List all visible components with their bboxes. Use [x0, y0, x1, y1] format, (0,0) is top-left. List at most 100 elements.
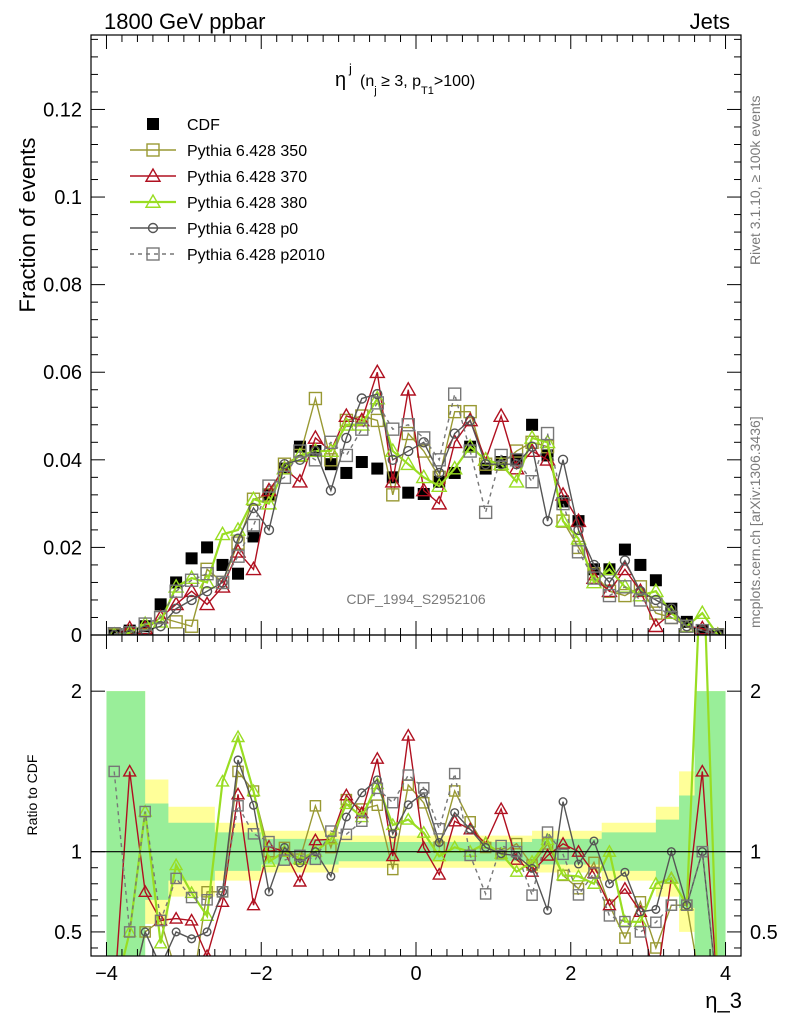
data-point [291, 473, 309, 488]
data-point [494, 448, 508, 463]
data-point [570, 512, 587, 528]
data-point [447, 387, 462, 401]
data-point [480, 458, 491, 470]
data-point [260, 495, 278, 510]
data-point [647, 582, 665, 598]
ratio-point [386, 863, 399, 876]
data-point [431, 495, 448, 510]
data-point [308, 453, 323, 467]
ratio-point [434, 837, 444, 848]
ratio-point [650, 981, 662, 991]
ratio-point [681, 899, 693, 911]
data-point [554, 486, 572, 501]
data-point [153, 610, 168, 625]
ratio-tick-label-right: 2 [750, 681, 761, 703]
data-point [557, 454, 569, 466]
legend-marker [144, 193, 162, 208]
ratio-point [682, 900, 692, 910]
data-point [403, 445, 414, 457]
legend-entry: Pythia 6.428 350 [130, 143, 307, 160]
ratio-point [108, 990, 120, 1000]
ratio-point [157, 962, 165, 970]
ratio-point [202, 927, 212, 937]
ratio-point [572, 889, 585, 901]
legend-label: Pythia 6.428 p0 [187, 221, 298, 238]
data-point [618, 588, 632, 603]
side-label-top: Rivet 3.1.10, ≥ 100k events [747, 95, 763, 265]
data-point [201, 586, 213, 597]
data-point [387, 454, 398, 466]
data-point [464, 415, 476, 426]
x-tick-label: 4 [720, 963, 731, 985]
data-point [310, 445, 321, 457]
ratio-point [543, 905, 553, 915]
ratio-point [230, 729, 246, 743]
series-line-pythia-6-428-370 [113, 372, 719, 635]
data-point [324, 435, 338, 449]
data-point [231, 549, 245, 563]
data-point [711, 628, 724, 635]
legend-entry: Pythia 6.428 p0 [130, 221, 298, 238]
data-point [355, 456, 368, 469]
ratio-point [168, 911, 184, 924]
ratio-point [388, 829, 398, 839]
data-point [108, 628, 121, 635]
ratio-point [340, 828, 353, 841]
data-point [618, 580, 632, 594]
legend-marker [146, 143, 160, 157]
data-point [649, 574, 662, 587]
x-axis-label: η_3 [705, 988, 742, 1013]
ratio-point [479, 888, 492, 900]
ratio-line-pythia-6-428-p0 [138, 759, 715, 956]
series-line-pythia-6-428-p2010 [114, 393, 718, 635]
data-point [200, 566, 214, 581]
ratio-point [139, 926, 151, 938]
data-point [198, 574, 216, 589]
data-point [712, 629, 723, 635]
data-point [232, 533, 244, 544]
ratio-point [403, 800, 413, 810]
data-point [587, 571, 601, 585]
ratio-point [465, 824, 475, 834]
series-line-pythia-6-428-380 [114, 395, 719, 635]
data-point [461, 411, 479, 427]
data-point [386, 422, 400, 436]
data-point [245, 490, 262, 506]
ratio-point [138, 884, 153, 897]
ratio-point [295, 858, 305, 868]
data-point [215, 575, 230, 590]
y-tick-label: 0.08 [43, 275, 82, 297]
chart-title-sup: j [348, 61, 352, 76]
ratio-point [278, 854, 291, 866]
data-point [338, 416, 355, 431]
series-line-pythia-6-428-p0 [114, 393, 718, 635]
data-point [384, 442, 401, 458]
ratio-point [171, 927, 181, 937]
data-point [232, 567, 245, 580]
ratio-point [664, 871, 679, 884]
ratio-point [558, 797, 568, 807]
data-point [601, 582, 618, 598]
data-point [169, 584, 183, 598]
data-point [386, 488, 400, 502]
y-tick-label: 0 [71, 625, 82, 647]
data-point [696, 624, 709, 635]
data-point [588, 559, 600, 571]
ratio-point [232, 800, 244, 812]
ratio-point [540, 832, 555, 846]
data-point [338, 407, 355, 422]
chart-title: η j (nj ≥ 3, pT1>100) [335, 61, 475, 97]
data-point [434, 467, 445, 479]
ratio-line-pythia-6-428-380 [122, 635, 718, 956]
data-point [694, 604, 711, 620]
data-point [647, 617, 665, 633]
data-point [492, 407, 510, 422]
data-point [526, 418, 539, 431]
ratio-point [248, 800, 259, 810]
chart-title-sub: (nj ≥ 3, pT1>100) [360, 73, 475, 97]
ratio-point [555, 836, 571, 849]
data-point [432, 453, 446, 467]
ratio-point [557, 848, 569, 861]
data-point [678, 617, 696, 633]
data-point [247, 530, 260, 543]
